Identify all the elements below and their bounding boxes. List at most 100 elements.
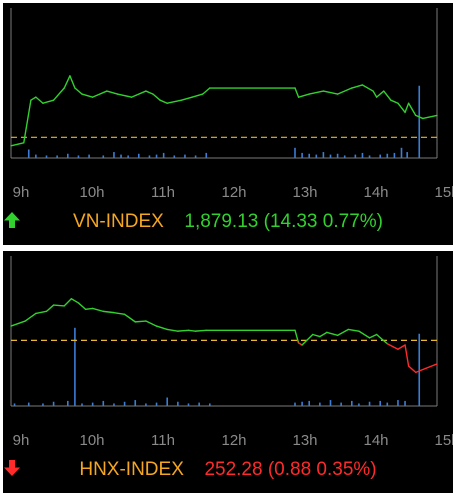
hnx-volume-bar-11 [134,400,137,406]
vn-volume-bar-2 [45,155,48,158]
vn-price-segment-12 [116,93,133,98]
vn-index-chart: 9h 10h 11h 12h 13h 14h 15h [10,8,453,201]
hnx-price-segment-14 [145,320,158,327]
hnx-price-segment-11 [113,311,126,316]
hnx-price-segment-32 [386,343,399,350]
vn-x-tick-10h: 10h [79,184,104,201]
vn-price-segment-25 [322,90,339,95]
vn-price-segment-18 [180,96,193,101]
hnx-volume-bar-25 [351,400,353,406]
vn-volume-bar-33 [400,147,403,158]
vn-price-segment-27 [351,84,364,89]
hnx-price-segment-0 [10,320,26,327]
hnx-price-segment-25 [319,331,328,338]
vn-price-segment-11 [106,90,119,95]
hnx-price-segment-21 [294,329,300,344]
hnx-x-tick-14h: 14h [363,432,388,449]
hnx-price-segment-5 [63,298,73,307]
hnx-price-segment-6 [70,298,80,304]
vn-price-segment-19 [191,93,204,98]
vn-volume-bar-7 [102,155,105,158]
hnx-price-segment-8 [84,307,94,310]
hnx-volume-bar-3 [52,401,55,406]
vn-price-segment-33 [397,102,406,114]
vn-volume-bar-6 [88,154,90,158]
vn-volume-bar-31 [386,153,389,158]
vn-volume-bar-28 [361,152,364,158]
vn-price-segment-32 [390,99,399,104]
vn-volume-bar-32 [393,152,396,158]
vn-volume-bar-26 [343,155,346,158]
hnx-price-segment-15 [155,325,168,331]
vn-volume-bar-29 [368,155,371,158]
hnx-price-segment-34 [404,344,410,367]
vn-volume-bar-18 [205,152,208,158]
vn-index-panel: 9h 10h 11h 12h 13h 14h 15h VN-INDEX 1,879.13 (… [3,3,453,245]
hnx-index-name: HNX-INDEX [79,459,184,480]
hnx-volume-bar-12 [145,403,147,406]
vn-price-segment-37 [422,114,438,120]
hnx-price-segment-3 [45,304,55,313]
vn-volume-bar-8 [113,152,115,158]
hnx-price-segment-19 [194,329,207,332]
hnx-volume-bar-26 [358,403,360,406]
hnx-volume-bar-1 [27,402,30,406]
hnx-price-segment-33 [397,344,406,350]
hnx-volume-bar-32 [418,333,421,406]
hnx-price-segment-7 [77,302,87,310]
vn-price-segment-29 [372,90,378,98]
vn-price-segment-26 [336,87,353,95]
hnx-volume-bar-17 [198,402,200,406]
vn-price-segment-36 [415,114,424,120]
hnx-volume-bar-16 [187,403,190,406]
vn-price-segment-13 [130,90,147,98]
vn-price-segment-17 [166,99,183,104]
vn-volume-bar-13 [155,154,158,158]
hnx-volume-bar-30 [397,400,399,406]
vn-volume-bar-24 [329,154,332,158]
hnx-volume-bar-6 [81,403,83,406]
hnx-volume-bar-31 [404,400,406,406]
vn-volume-bar-30 [379,154,381,158]
vn-volume-bar-19 [294,147,296,158]
vn-price-segment-1 [23,99,32,144]
hnx-volume-bar-29 [386,402,389,406]
vn-price-segment-3 [35,96,44,104]
vn-price-segment-4 [42,99,55,104]
hnx-volume-bar-5 [74,327,76,406]
hnx-price-segment-36 [415,367,428,374]
vn-price-segment-34 [404,102,410,114]
hnx-volume-bar-19 [294,402,296,406]
hnx-volume-bar-10 [123,401,126,406]
hnx-volume-bar-20 [301,401,303,406]
hnx-index-chart: 9h 10h 11h 12h 13h 14h 15h [10,256,453,449]
vn-price-segment-0 [10,142,25,147]
hnx-volume-bar-23 [329,400,332,406]
hnx-price-segment-18 [187,329,197,332]
hnx-price-segment-17 [177,329,190,332]
vn-price-segment-2 [30,96,37,101]
vn-price-segment-15 [152,93,161,101]
vn-volume-bar-21 [308,153,310,158]
hnx-price-segment-28 [347,328,360,332]
hnx-volume-bar-0 [13,403,16,406]
hnx-volume-bar-21 [308,400,310,406]
vn-x-tick-14h: 14h [363,184,388,201]
hnx-price-segment-27 [336,328,349,337]
hnx-price-segment-9 [91,307,105,313]
vn-volume-bar-35 [418,85,421,158]
hnx-price-segment-4 [52,304,65,307]
vn-volume-bar-9 [120,154,122,158]
hnx-price-segment-37 [425,363,438,369]
hnx-index-caption: HNX-INDEX 252.28 (0.88 0.35%) [3,459,453,481]
hnx-volume-bar-2 [42,403,44,406]
vn-volume-bar-12 [148,155,151,158]
vn-price-segment-9 [81,93,94,98]
vn-volume-bar-20 [301,152,303,158]
hnx-price-segment-2 [35,310,48,315]
hnx-volume-bar-13 [155,402,158,406]
vn-volume-bar-23 [322,152,325,158]
hnx-price-segment-29 [358,330,371,339]
hnx-volume-bar-15 [177,401,179,406]
vn-price-segment-22 [294,87,300,98]
